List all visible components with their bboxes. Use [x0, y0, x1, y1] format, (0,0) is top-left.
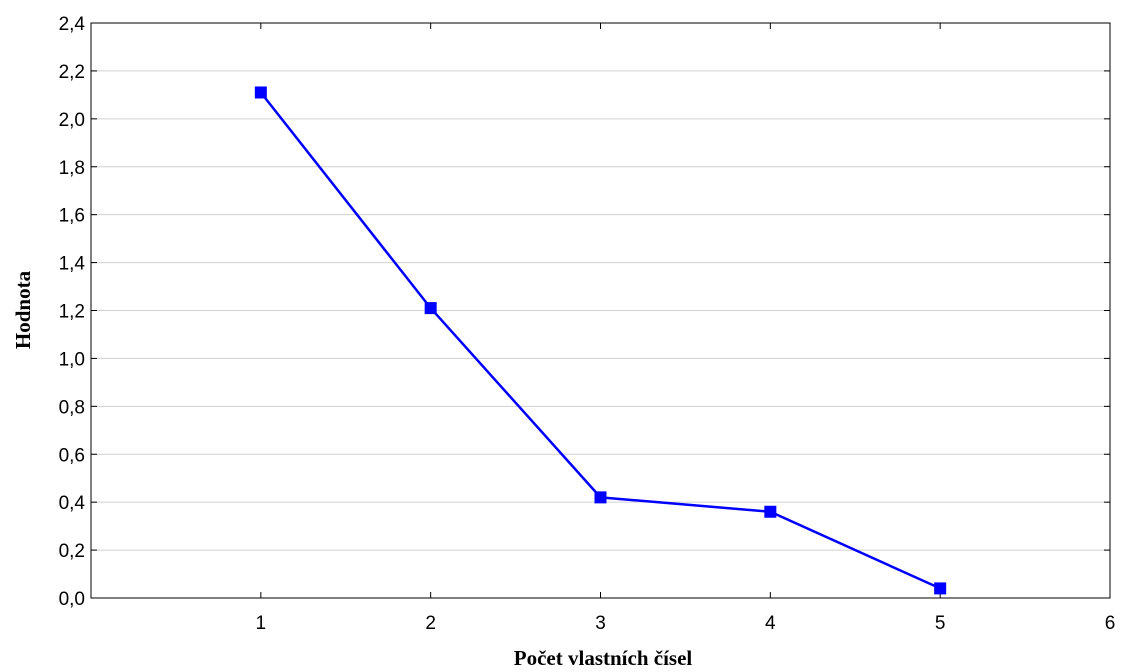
y-tick-label: 1,6 [59, 206, 85, 227]
y-tick-label: 0,2 [59, 541, 85, 562]
data-point [424, 302, 437, 315]
y-tick-label: 0,0 [59, 589, 85, 610]
y-tick-label: 1,0 [59, 349, 85, 370]
y-axis-title: Hodnota [11, 270, 35, 349]
y-tick-label: 1,2 [59, 302, 85, 323]
gridlines [91, 70, 1110, 551]
x-tick-label: 4 [765, 613, 776, 634]
y-tick-label: 2,0 [59, 110, 85, 131]
y-tick-label: 1,4 [59, 254, 86, 275]
series-layer [254, 86, 947, 595]
y-tick-label: 1,8 [59, 158, 85, 179]
data-point [764, 505, 777, 518]
x-tick-label: 1 [256, 613, 267, 634]
y-axis: 0,0 0,2 0,4 0,6 0,8 1,0 1,2 1,4 1,6 1,8 2,0 2,2 2,4 [59, 14, 1110, 610]
y-tick-label: 0,6 [59, 445, 85, 466]
x-tick-label: 6 [1105, 613, 1116, 634]
y-tick-label: 2,4 [59, 14, 86, 35]
y-tick-label: 0,8 [59, 397, 85, 418]
x-tick-label: 5 [935, 613, 946, 634]
data-point [934, 582, 947, 595]
x-tick-label: 2 [425, 613, 436, 634]
y-tick-label: 2,2 [59, 62, 85, 83]
x-tick-label: 3 [595, 613, 606, 634]
data-point [594, 491, 607, 504]
x-axis-title: Počet vlastních čísel [514, 646, 693, 670]
x-axis: 1 2 3 4 5 6 [256, 23, 1116, 634]
y-tick-label: 0,4 [59, 493, 86, 514]
data-point [254, 86, 267, 99]
